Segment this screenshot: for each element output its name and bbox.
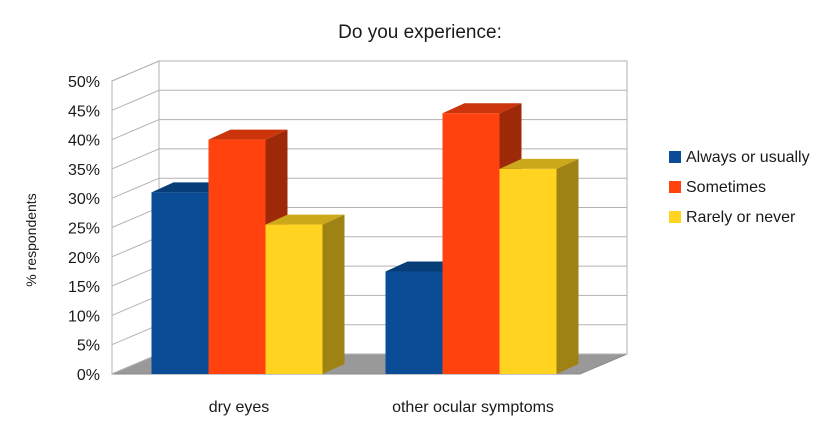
bar-top [499,158,579,169]
bar-front [385,271,443,374]
gridline [111,89,627,111]
bar-side [556,158,579,374]
bar-top [265,214,345,225]
legend-label: Sometimes [686,179,766,196]
y-tick-labels: 0% 5% 10% 15% 20% 25% 30% 35% 40% 45% 50% [68,74,100,384]
bar-top [442,103,522,114]
y-tick-label: 0% [77,367,100,384]
legend-label: Rarely or never [686,209,796,226]
y-tick-label: 20% [68,250,100,267]
y-tick-label: 15% [68,279,100,296]
bar [499,158,579,374]
bar-front [265,224,323,374]
x-tick-label: dry eyes [209,399,269,416]
bars [151,103,579,374]
bar-front [208,139,266,374]
y-tick-label: 5% [77,338,100,355]
x-tick-labels: dry eyes other ocular symptoms [209,399,554,416]
y-tick-label: 10% [68,308,100,325]
y-tick-label: 45% [68,103,100,120]
y-tick-label: 25% [68,221,100,238]
y-tick-label: 30% [68,191,100,208]
gridline [111,60,627,82]
bar-side [322,214,345,374]
bar-front [151,192,209,374]
legend-swatch [669,211,681,223]
y-tick-label: 40% [68,133,100,150]
y-tick-label: 35% [68,162,100,179]
legend: Always or usually Sometimes Rarely or neve… [669,149,810,226]
legend-swatch [669,181,681,193]
y-tick-label: 50% [68,74,100,91]
bar-front [499,168,557,374]
legend-swatch [669,151,681,163]
bar [265,214,345,374]
x-tick-label: other ocular symptoms [392,399,554,416]
y-axis-label: % respondents [23,193,39,286]
bar-front [442,113,500,374]
bar-top [208,129,288,140]
legend-label: Always or usually [686,149,810,166]
chart-title: Do you experience: [338,22,502,43]
